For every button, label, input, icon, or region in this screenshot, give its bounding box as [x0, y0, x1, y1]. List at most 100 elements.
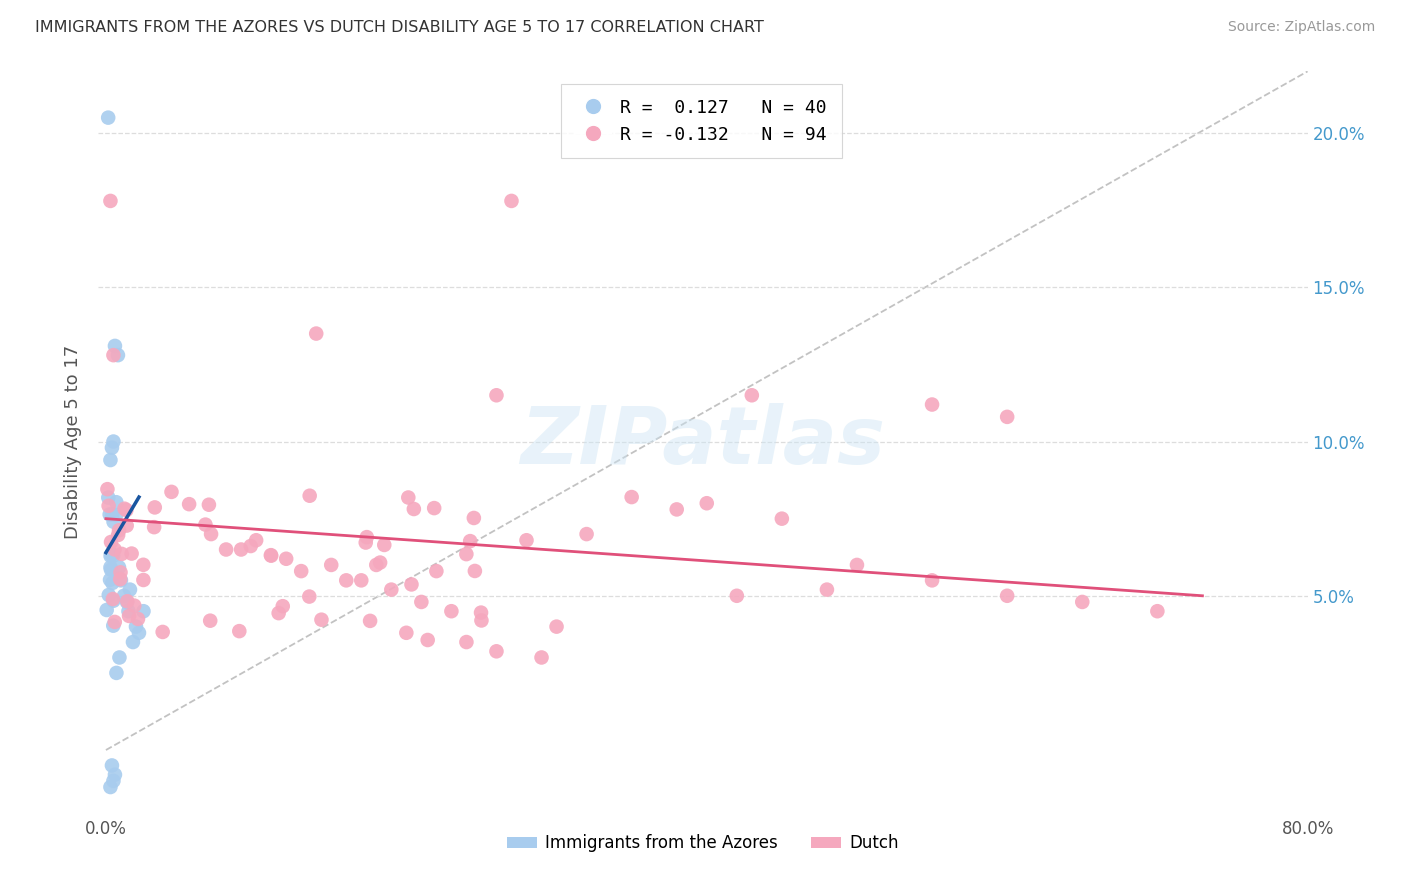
Point: [110, 574, 132, 588]
Point: [160, 484, 183, 499]
Point: [98, 573, 121, 587]
Point: [101, 576, 124, 591]
Point: [132, 604, 155, 618]
Point: [271, 599, 294, 614]
Point: [921, 574, 943, 588]
Point: [115, 595, 138, 609]
Point: [103, 515, 125, 529]
Point: [152, 624, 174, 639]
Point: [335, 574, 357, 588]
Point: [103, 618, 125, 632]
Point: [198, 498, 221, 512]
Point: [770, 511, 793, 525]
Point: [100, 453, 122, 467]
Point: [356, 530, 378, 544]
Point: [501, 194, 523, 208]
Point: [103, 348, 125, 362]
Point: [105, 508, 128, 522]
Point: [98, 508, 121, 522]
Point: [215, 542, 238, 557]
Point: [396, 491, 419, 505]
Point: [456, 547, 478, 561]
Point: [416, 632, 439, 647]
Point: [127, 612, 149, 626]
Point: [846, 558, 869, 572]
Point: [395, 625, 418, 640]
Point: [100, 549, 122, 563]
Point: [100, 548, 122, 562]
Point: [359, 614, 381, 628]
Point: [118, 582, 141, 597]
Point: [104, 767, 127, 781]
Point: [97, 491, 120, 505]
Point: [128, 625, 150, 640]
Point: [200, 527, 222, 541]
Point: [354, 535, 377, 549]
Point: [115, 518, 138, 533]
Point: [229, 542, 252, 557]
Point: [239, 539, 262, 553]
Point: [117, 604, 139, 618]
Point: [470, 614, 492, 628]
Point: [105, 665, 128, 680]
Point: [105, 495, 128, 509]
Point: [350, 574, 373, 588]
Point: [101, 441, 124, 455]
Point: [100, 563, 122, 577]
Point: [276, 551, 298, 566]
Point: [380, 582, 402, 597]
Point: [464, 564, 486, 578]
Point: [1146, 604, 1168, 618]
Point: [546, 619, 568, 633]
Point: [260, 548, 283, 562]
Point: [440, 604, 463, 618]
Point: [267, 606, 290, 620]
Point: [665, 502, 688, 516]
Point: [373, 538, 395, 552]
Point: [101, 549, 124, 563]
Point: [194, 517, 217, 532]
Point: [97, 111, 120, 125]
Point: [179, 497, 201, 511]
Point: [463, 511, 485, 525]
Point: [515, 533, 537, 548]
Point: [425, 564, 447, 578]
Point: [132, 558, 155, 572]
Point: [101, 758, 124, 772]
Text: ZIPatlas: ZIPatlas: [520, 402, 886, 481]
Text: IMMIGRANTS FROM THE AZORES VS DUTCH DISABILITY AGE 5 TO 17 CORRELATION CHART: IMMIGRANTS FROM THE AZORES VS DUTCH DISA…: [35, 20, 763, 35]
Point: [200, 614, 222, 628]
Point: [260, 549, 283, 563]
Point: [366, 558, 388, 572]
Point: [111, 547, 134, 561]
Point: [100, 535, 122, 549]
Point: [97, 588, 120, 602]
Point: [100, 194, 122, 208]
Point: [124, 599, 146, 613]
Point: [725, 589, 748, 603]
Point: [107, 348, 129, 362]
Point: [101, 547, 124, 561]
Point: [411, 595, 433, 609]
Point: [132, 573, 155, 587]
Point: [470, 606, 492, 620]
Point: [696, 496, 718, 510]
Point: [108, 560, 131, 574]
Point: [485, 388, 508, 402]
Point: [401, 577, 423, 591]
Legend: Immigrants from the Azores, Dutch: Immigrants from the Azores, Dutch: [501, 828, 905, 859]
Point: [103, 593, 125, 607]
Point: [114, 501, 136, 516]
Point: [456, 635, 478, 649]
Point: [96, 482, 118, 496]
Y-axis label: Disability Age 5 to 17: Disability Age 5 to 17: [63, 344, 82, 539]
Point: [110, 566, 132, 580]
Point: [112, 589, 135, 603]
Point: [101, 592, 124, 607]
Point: [575, 527, 598, 541]
Point: [368, 556, 391, 570]
Point: [423, 501, 446, 516]
Point: [741, 388, 763, 402]
Point: [115, 503, 138, 517]
Point: [104, 339, 127, 353]
